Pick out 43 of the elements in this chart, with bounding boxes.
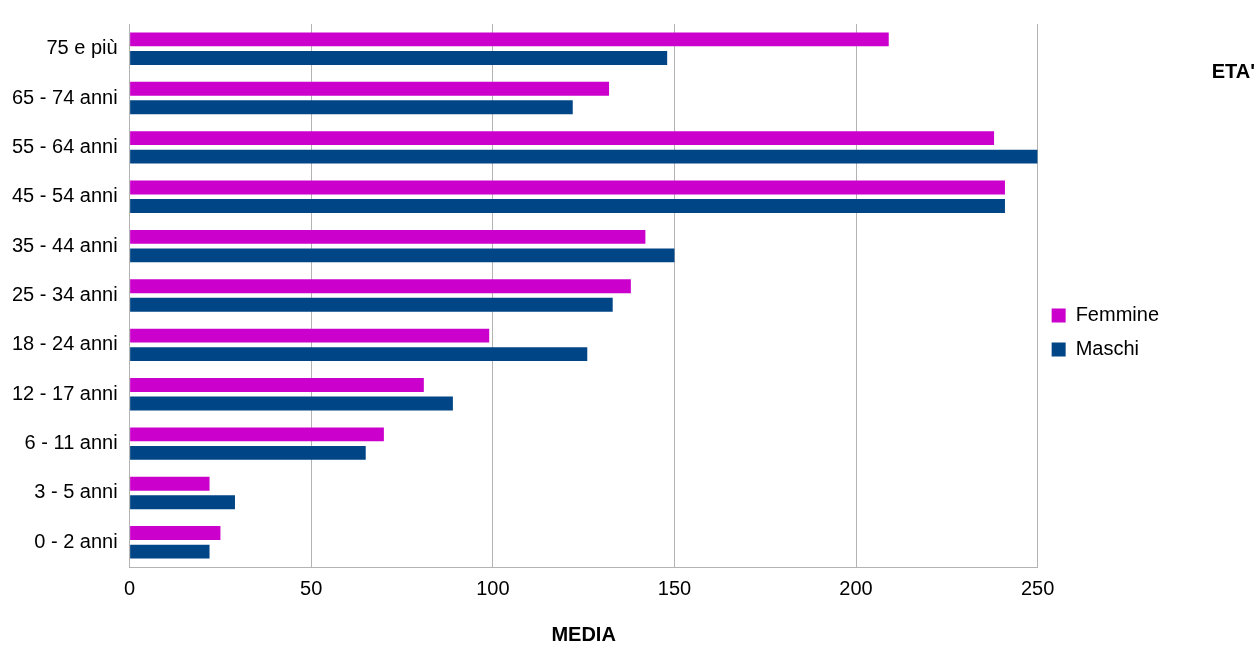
y-tick-label: 25 - 34 anni xyxy=(11,283,118,306)
bar xyxy=(130,297,613,312)
x-tick-label: 0 xyxy=(124,576,136,599)
bar xyxy=(130,445,366,460)
y-tick-label: 45 - 54 anni xyxy=(11,184,118,207)
y-tick-label: 12 - 17 anni xyxy=(11,381,118,404)
legend-label: Maschi xyxy=(1075,337,1140,360)
bar xyxy=(130,495,235,510)
bar xyxy=(130,32,889,47)
y-tick-label: 65 - 74 anni xyxy=(11,85,118,108)
bar xyxy=(130,279,631,294)
bar xyxy=(130,378,424,392)
bar xyxy=(130,347,588,362)
x-tick-label: 200 xyxy=(839,576,873,599)
y-tick-label: 35 - 44 anni xyxy=(11,233,118,256)
bar xyxy=(130,100,573,115)
bar xyxy=(130,544,210,559)
x-axis-title: MEDIA xyxy=(551,622,616,645)
x-tick-label: 250 xyxy=(1020,576,1055,599)
legend-label: Femmine xyxy=(1075,303,1160,326)
bar xyxy=(130,131,995,146)
y-tick-label: 55 - 64 anni xyxy=(11,134,118,157)
bar xyxy=(130,229,646,244)
x-tick-label: 50 xyxy=(300,576,323,599)
bar xyxy=(130,526,221,540)
bar xyxy=(130,248,675,263)
y-tick-label: 75 e più xyxy=(46,36,118,59)
bar xyxy=(130,81,610,96)
bar xyxy=(130,180,1005,195)
y-tick-label: 0 - 2 anni xyxy=(34,529,118,552)
bar xyxy=(130,199,1005,213)
y-tick-label: 6 - 11 anni xyxy=(24,431,118,454)
x-tick-label: 150 xyxy=(657,576,692,599)
bar xyxy=(130,476,210,491)
bar xyxy=(130,51,668,65)
y-tick-label: 3 - 5 anni xyxy=(34,480,118,503)
x-tick-label: 100 xyxy=(476,576,510,599)
bar xyxy=(130,396,453,411)
bar xyxy=(130,427,384,442)
bar xyxy=(130,149,1038,164)
bar xyxy=(130,328,490,343)
y-tick-label: 18 - 24 anni xyxy=(11,332,118,355)
text: ETA' xyxy=(1211,59,1255,82)
